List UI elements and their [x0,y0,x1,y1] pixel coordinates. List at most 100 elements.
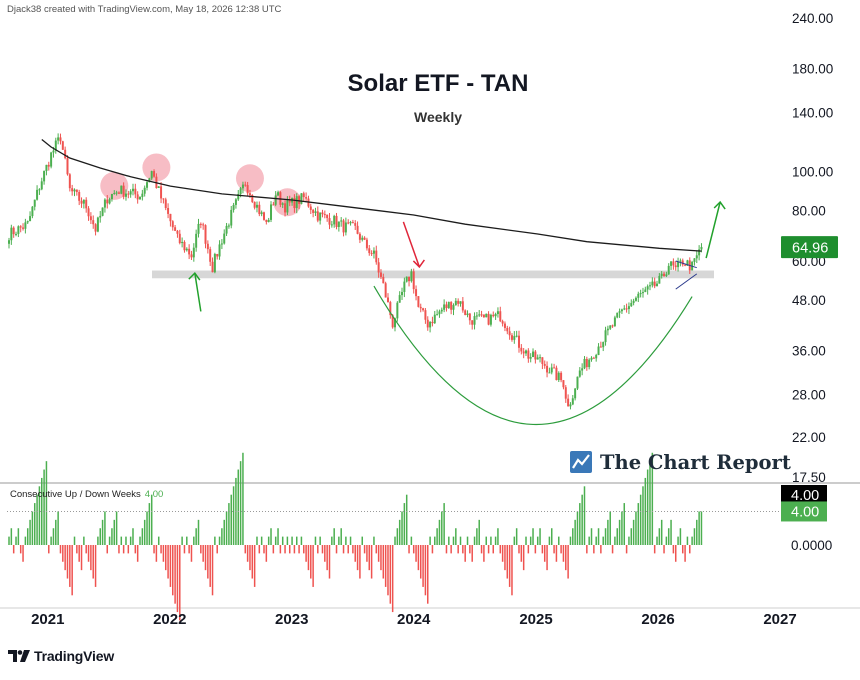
arrow-up-annotation [705,201,721,259]
candle-body [54,140,57,151]
candle-body [431,321,434,324]
streak-bar [441,511,443,545]
candle-body [670,261,673,266]
streak-bar [356,545,359,571]
candle-body [396,302,399,319]
candle-body [43,171,46,182]
candle-body [80,200,83,204]
candle-body [646,286,649,290]
streak-bar [522,545,525,571]
candle-body [202,224,205,226]
candle-body [644,289,647,293]
candle-body [195,233,198,248]
streak-bar [693,528,696,545]
streak-bar [129,536,132,545]
candle-body [656,283,659,287]
price-axis-label: 140.00 [792,105,833,120]
candle-body [590,357,593,360]
candle-body [209,249,212,262]
streak-bar [12,545,15,554]
streak-bar [660,519,663,545]
candle-body [588,359,591,368]
cup-arc [373,285,693,426]
streak-bar [162,545,165,562]
candle-body [220,243,223,245]
streak-bar [380,545,382,571]
streak-bar [258,545,261,554]
candle-body [211,261,214,273]
streak-bar [637,503,640,545]
streak-bar [172,545,174,596]
arrow-up-annotation-head [713,200,726,210]
streak-bar [405,494,408,545]
indicator-last-badge [781,501,827,522]
streak-bar [480,545,483,554]
streak-bar [78,545,80,562]
streak-bar [352,545,354,554]
candle-body [127,193,130,195]
candle-body [672,261,675,266]
streak-bar [64,545,66,571]
candle-body [183,241,186,251]
streak-bar [221,528,223,545]
streak-bar [319,536,321,545]
candle-body [445,304,448,309]
streak-bar [312,545,314,587]
streak-bar [681,545,684,554]
candle-body [103,199,106,208]
streak-bar [176,545,179,613]
streak-bar [288,545,291,554]
streak-bar [384,545,387,587]
streak-bar [609,511,611,545]
candle-body [330,224,333,226]
streak-bar [494,536,497,545]
candle-body [532,351,535,358]
candle-body [597,346,600,355]
indicator-legend[interactable]: Consecutive Up / Down Weeks 4.00 [10,489,163,500]
candle-body [349,222,352,224]
streak-bar [665,536,668,545]
streak-bar [139,536,141,545]
candle-body [265,219,268,222]
streak-bar [230,494,232,545]
streak-bar [539,528,541,545]
candle-body [31,206,34,217]
candle-body [496,311,499,314]
tradingview-logo[interactable]: TradingView [8,648,114,664]
candle-body [382,276,385,284]
time-axis-label: 2026 [641,611,674,628]
chart-title: Solar ETF - TAN [347,70,529,97]
arrow-down-annotation-head [412,259,425,269]
candle-body [436,314,439,316]
candle-body [515,335,518,337]
candle-body [260,212,263,215]
streak-bar [543,545,546,562]
streak-bar [639,494,642,545]
streak-bar [148,503,151,545]
candle-body [153,171,156,177]
price-axis-label: 28.00 [792,388,826,403]
streak-bar [700,511,703,545]
streak-bar [546,545,548,571]
candle-body [87,208,90,217]
streak-bar [403,503,406,545]
streak-bar [508,545,511,587]
candle-body [169,213,172,222]
candle-body [188,248,191,255]
streak-bar [600,545,602,554]
candle-body [665,274,668,277]
streak-bar [237,469,240,545]
candle-body [548,372,551,374]
streak-bar [211,545,214,596]
streak-bar [422,545,424,587]
streak-bar [293,545,296,554]
streak-bar [183,545,186,554]
streak-bar [218,536,221,545]
candle-body [274,195,277,205]
candle-body [466,313,469,315]
candle-body [139,197,142,200]
streak-bar [115,511,118,545]
streak-bar [277,528,279,545]
streak-bar [366,545,368,562]
